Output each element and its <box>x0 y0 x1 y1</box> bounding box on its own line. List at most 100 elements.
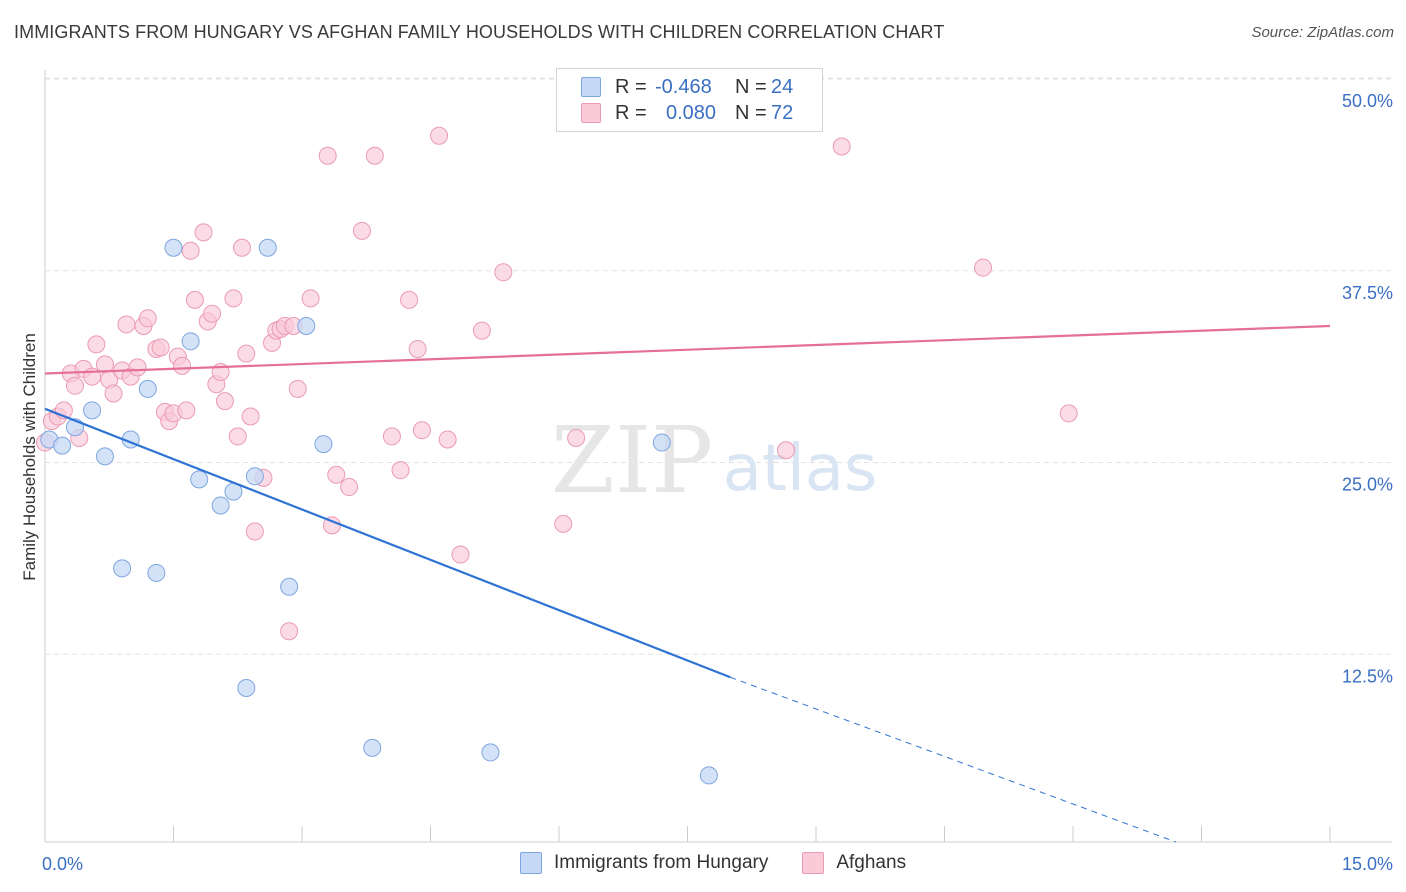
afghans-point <box>237 344 256 363</box>
legend-item-afghans[interactable]: Afghans <box>802 852 906 874</box>
hungary-trend-extension <box>730 676 1176 843</box>
afghans-point <box>233 238 252 257</box>
y-tick-label: 25.0% <box>1342 475 1393 495</box>
legend-row-afghans: R = 0.080 N = 72 <box>581 100 793 126</box>
hungary-point <box>211 496 230 515</box>
legend-n-value: 24 <box>771 75 794 98</box>
afghans-point <box>128 358 147 377</box>
legend-n-label: N = <box>735 101 767 124</box>
afghans-point <box>494 263 513 282</box>
afghans-point <box>352 221 371 240</box>
afghans-point <box>832 137 851 156</box>
afghans-point <box>241 407 260 426</box>
watermark-atlas: atlas <box>723 432 878 506</box>
afghans-point <box>181 241 200 260</box>
afghans-point <box>203 304 222 323</box>
axis-layer <box>44 70 1392 843</box>
afghans-point <box>228 427 247 446</box>
hungary-point <box>95 447 114 466</box>
afghans-point <box>365 146 384 165</box>
watermark: ZIP atlas <box>551 407 877 514</box>
afghans-point <box>288 379 307 398</box>
legend-item-hungary[interactable]: Immigrants from Hungary <box>520 852 768 874</box>
hungary-point <box>699 766 718 785</box>
afghans-point <box>318 146 337 165</box>
hungary-point <box>280 577 299 596</box>
afghans-point <box>245 522 264 541</box>
hungary-point <box>363 738 382 757</box>
watermark-zip: ZIP <box>551 407 713 514</box>
hungary-point <box>314 435 333 454</box>
hungary-point <box>481 743 500 762</box>
y-tick-label: 50.0% <box>1342 91 1393 111</box>
afghans-points <box>36 126 1078 641</box>
afghans-point <box>408 339 427 358</box>
afghans-point <box>400 290 419 309</box>
afghans-point <box>301 289 320 308</box>
hungary-point <box>652 433 671 452</box>
legend-r-value: 0.080 <box>666 101 717 124</box>
legend-n-label: N = <box>735 75 767 98</box>
legend-r-label: R = <box>615 75 647 98</box>
legend-label-hungary: Immigrants from Hungary <box>554 852 769 873</box>
afghans-point <box>65 376 84 395</box>
hungary-point <box>190 470 209 489</box>
afghans-point <box>138 309 157 328</box>
y-tick-label: 12.5% <box>1342 666 1393 686</box>
chart-title: IMMIGRANTS FROM HUNGARY VS AFGHAN FAMILY… <box>14 22 945 42</box>
hungary-point <box>297 316 316 335</box>
hungary-point <box>181 332 200 351</box>
source-credit: Source: ZipAtlas.com <box>1251 24 1394 41</box>
trend-lines <box>44 324 1331 843</box>
correlation-legend: R = -0.468 N = 24 R = 0.080 N = 72 <box>556 68 823 132</box>
legend-r-label: R = <box>615 101 647 124</box>
legend-swatch-afghans <box>581 103 601 123</box>
afghans-point <box>224 289 243 308</box>
afghans-point <box>451 545 470 564</box>
legend-label-afghans: Afghans <box>836 852 907 873</box>
afghans-point <box>340 478 359 497</box>
afghans-point <box>777 441 796 460</box>
hungary-point <box>245 467 264 486</box>
hungary-point <box>113 559 132 578</box>
afghans-point <box>382 427 401 446</box>
afghans-point <box>438 430 457 449</box>
x-tick-label: 0.0% <box>42 854 83 874</box>
hungary-point <box>258 238 277 257</box>
tick-labels: 12.5% 25.0% 37.5% 50.0% 0.0% 15.0% <box>42 91 1393 874</box>
afghans-point <box>974 258 993 277</box>
afghans-point <box>87 335 106 354</box>
legend-n-value: 72 <box>771 101 794 124</box>
afghans-point <box>151 338 170 357</box>
afghans-point <box>327 465 346 484</box>
legend-row-hungary: R = -0.468 N = 24 <box>581 74 793 100</box>
y-tick-label: 37.5% <box>1342 283 1393 303</box>
legend-swatch-hungary <box>581 77 601 97</box>
afghans-point <box>173 356 192 375</box>
hungary-point <box>138 379 157 398</box>
hungary-trend-line <box>44 407 731 679</box>
afghans-point <box>104 384 123 403</box>
afghans-point <box>280 622 299 641</box>
afghans-point <box>430 126 449 145</box>
hungary-point <box>147 563 166 582</box>
hungary-point <box>83 401 102 420</box>
afghans-point <box>185 290 204 309</box>
afghans-point <box>215 392 234 411</box>
afghans-point <box>177 401 196 420</box>
legend-r-value: -0.468 <box>655 75 712 98</box>
afghans-trend-line <box>44 324 1331 375</box>
afghans-point <box>567 428 586 447</box>
afghans-point <box>554 514 573 533</box>
legend-swatch-afghans <box>802 852 825 874</box>
afghans-point <box>472 321 491 340</box>
series-legend: Immigrants from Hungary Afghans <box>520 852 940 874</box>
legend-swatch-hungary <box>520 852 542 874</box>
afghans-point <box>194 223 213 242</box>
hungary-point <box>164 238 183 257</box>
hungary-point <box>237 678 256 697</box>
afghans-point <box>117 315 136 334</box>
afghans-point <box>412 421 431 440</box>
hungary-point <box>53 436 72 455</box>
